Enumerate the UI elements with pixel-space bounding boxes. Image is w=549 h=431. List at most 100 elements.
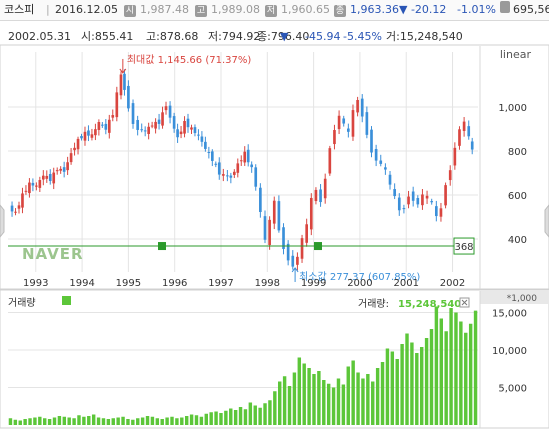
candle-body bbox=[14, 211, 17, 213]
x-tick-label: 2000 bbox=[347, 278, 372, 289]
candle-body bbox=[101, 124, 104, 126]
candle-body bbox=[277, 201, 281, 231]
candle bbox=[360, 94, 364, 123]
candle-body bbox=[221, 174, 225, 176]
left-scroll-handle[interactable] bbox=[0, 204, 5, 238]
volume-bar bbox=[375, 368, 380, 425]
candle-body bbox=[462, 121, 466, 131]
candle bbox=[168, 101, 172, 124]
candle bbox=[444, 182, 447, 209]
volume-bar bbox=[439, 318, 443, 425]
candle-body bbox=[161, 112, 164, 126]
volume-bar bbox=[258, 407, 262, 425]
candle-body bbox=[10, 205, 14, 212]
volume-bar bbox=[322, 380, 326, 425]
candle bbox=[448, 165, 452, 186]
volume-bar bbox=[434, 306, 439, 425]
candle bbox=[73, 142, 76, 156]
candle bbox=[94, 123, 97, 141]
candle bbox=[286, 240, 290, 266]
candle bbox=[402, 204, 406, 214]
volume-bar bbox=[287, 386, 292, 425]
volume-bar bbox=[18, 420, 22, 425]
candle-body bbox=[28, 182, 31, 194]
candle bbox=[342, 115, 346, 127]
candle-body bbox=[272, 200, 276, 224]
volume-bar bbox=[326, 383, 331, 425]
volume-bar bbox=[8, 418, 13, 425]
volume-bar bbox=[91, 414, 96, 425]
candle bbox=[107, 114, 111, 139]
volume-bar bbox=[87, 416, 91, 425]
volume-bar bbox=[126, 419, 130, 425]
y-tick-label: 600 bbox=[508, 191, 527, 202]
reference-line-handle[interactable] bbox=[158, 242, 166, 251]
candle bbox=[416, 195, 420, 208]
volume-bar bbox=[106, 419, 111, 425]
candle-body bbox=[444, 185, 447, 206]
candle-body bbox=[204, 141, 207, 149]
volume-bar bbox=[273, 391, 277, 425]
candle bbox=[282, 223, 285, 255]
candle-body bbox=[229, 175, 233, 178]
reference-line-handle[interactable] bbox=[314, 242, 322, 251]
volume-bar bbox=[233, 410, 238, 425]
info-high: 고:878.68 bbox=[146, 30, 199, 43]
candle-body bbox=[164, 106, 168, 111]
volume-bar bbox=[136, 418, 140, 425]
scale-type-label[interactable]: linear bbox=[500, 48, 532, 61]
candle-body bbox=[83, 131, 87, 141]
candle-body bbox=[147, 126, 150, 134]
candle-body bbox=[97, 122, 101, 130]
volume-bar bbox=[43, 418, 47, 425]
candle-body bbox=[107, 119, 111, 133]
candle bbox=[45, 170, 49, 183]
candle-body bbox=[314, 189, 318, 202]
candle bbox=[14, 208, 17, 216]
right-scroll-handle[interactable] bbox=[544, 204, 549, 238]
candle-body bbox=[430, 201, 434, 203]
volume-bar bbox=[351, 360, 355, 425]
volume-bar bbox=[170, 416, 174, 425]
candle-body bbox=[453, 147, 457, 166]
candle bbox=[101, 121, 104, 128]
index-name[interactable]: 코스피 bbox=[4, 3, 35, 16]
x-tick-label: 1999 bbox=[301, 278, 326, 289]
candle-body bbox=[300, 238, 304, 259]
candle bbox=[69, 148, 73, 165]
candle-body bbox=[80, 136, 83, 139]
candle-body bbox=[434, 206, 438, 217]
candle bbox=[254, 164, 258, 191]
candle bbox=[97, 119, 101, 136]
y-tick-label: 1,000 bbox=[498, 103, 527, 114]
volume-bar bbox=[52, 417, 57, 425]
x-tick-label: 1995 bbox=[116, 278, 141, 289]
candle bbox=[393, 183, 396, 200]
volume-bar bbox=[101, 418, 106, 425]
summary-high: 1,989.08 bbox=[211, 3, 260, 16]
candle bbox=[62, 161, 66, 178]
volume-bar bbox=[165, 417, 169, 425]
candle-body bbox=[111, 115, 115, 118]
candle bbox=[90, 128, 94, 141]
volume-bar bbox=[400, 344, 404, 425]
candle bbox=[179, 125, 183, 139]
candle-body bbox=[197, 134, 200, 136]
candle bbox=[119, 71, 123, 100]
candle bbox=[236, 158, 240, 178]
candle bbox=[172, 112, 176, 133]
candle bbox=[229, 172, 233, 184]
volume-bar bbox=[380, 362, 385, 425]
volume-bar bbox=[77, 415, 81, 425]
volume-bar bbox=[96, 417, 101, 425]
candle-body bbox=[384, 167, 387, 170]
volume-title: 거래량 bbox=[8, 297, 36, 309]
candle bbox=[127, 80, 130, 112]
candle-body bbox=[90, 134, 94, 138]
info-date: 2002.05.31 bbox=[8, 30, 71, 43]
candle-body bbox=[104, 123, 108, 130]
candle-body bbox=[150, 125, 154, 127]
candle-body bbox=[69, 153, 73, 163]
